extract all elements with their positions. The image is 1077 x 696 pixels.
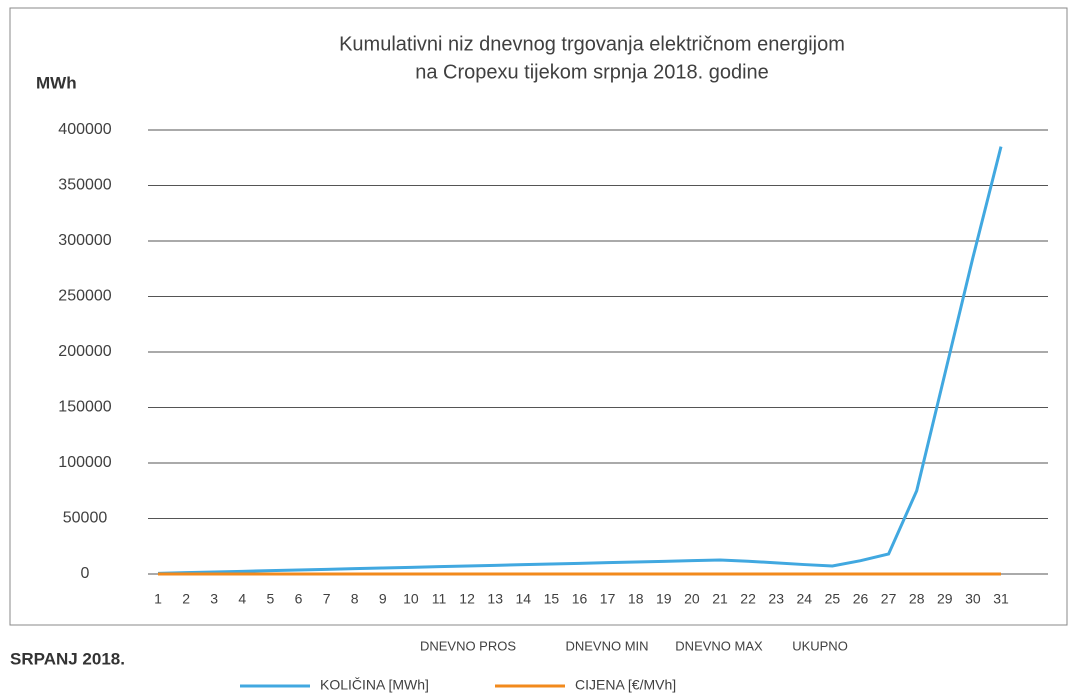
period-label: SRPANJ 2018. [10, 649, 125, 668]
y-tick-label: 350000 [58, 177, 111, 194]
y-axis-label: MWh [36, 73, 77, 92]
extra-label: DNEVNO MAX [675, 638, 763, 653]
x-tick-label: 25 [825, 591, 841, 607]
extra-label: DNEVNO MIN [565, 638, 648, 653]
x-tick-label: 6 [295, 591, 303, 607]
x-tick-label: 30 [965, 591, 981, 607]
y-tick-label: 50000 [63, 510, 108, 527]
x-tick-label: 4 [238, 591, 246, 607]
legend-label: CIJENA [€/MVh] [575, 677, 676, 693]
x-tick-label: 1 [154, 591, 162, 607]
x-tick-label: 24 [797, 591, 813, 607]
y-tick-label: 100000 [58, 454, 111, 471]
x-tick-label: 28 [909, 591, 925, 607]
y-tick-label: 200000 [58, 343, 111, 360]
x-tick-label: 26 [853, 591, 869, 607]
x-tick-label: 21 [712, 591, 728, 607]
extra-label: DNEVNO PROS [420, 638, 516, 653]
x-tick-label: 16 [572, 591, 588, 607]
x-tick-label: 3 [210, 591, 218, 607]
x-tick-label: 12 [459, 591, 475, 607]
chart-title: Kumulativni niz dnevnog trgovanja elektr… [339, 33, 845, 55]
x-tick-label: 11 [432, 591, 447, 607]
x-tick-label: 17 [600, 591, 616, 607]
chart-title: na Cropexu tijekom srpnja 2018. godine [415, 61, 769, 83]
x-tick-label: 18 [628, 591, 644, 607]
y-tick-label: 0 [81, 565, 90, 582]
x-tick-label: 13 [487, 591, 503, 607]
legend-label: KOLIČINA [MWh] [320, 677, 429, 693]
x-tick-label: 7 [323, 591, 331, 607]
x-tick-label: 8 [351, 591, 359, 607]
x-tick-label: 23 [768, 591, 784, 607]
x-tick-label: 14 [516, 591, 532, 607]
x-tick-label: 29 [937, 591, 953, 607]
y-tick-label: 250000 [58, 288, 111, 305]
series-line [157, 146, 1003, 575]
x-tick-label: 27 [881, 591, 897, 607]
y-tick-label: 150000 [58, 399, 111, 416]
x-tick-label: 5 [267, 591, 275, 607]
extra-label: UKUPNO [792, 638, 848, 653]
x-tick-label: 19 [656, 591, 672, 607]
x-tick-label: 20 [684, 591, 700, 607]
x-tick-label: 15 [544, 591, 560, 607]
x-tick-label: 22 [740, 591, 756, 607]
y-tick-label: 300000 [58, 232, 111, 249]
x-tick-label: 10 [403, 591, 419, 607]
x-tick-label: 2 [182, 591, 190, 607]
y-tick-label: 400000 [58, 121, 111, 138]
chart-frame [9, 7, 1068, 626]
x-tick-label: 31 [993, 591, 1009, 607]
x-tick-label: 9 [379, 591, 387, 607]
